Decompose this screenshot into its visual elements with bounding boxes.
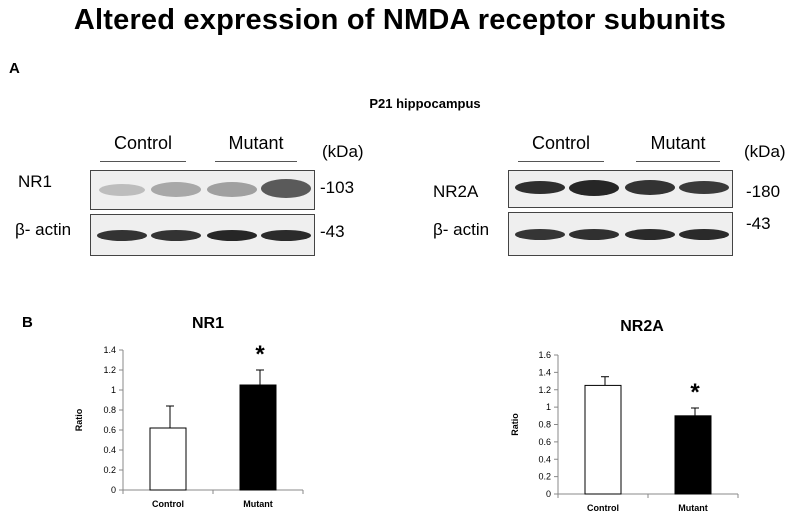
nr1-actin-blot-image — [90, 214, 315, 256]
nr2a-actin-band-1 — [515, 229, 565, 240]
right-blot-actin-marker: -43 — [746, 214, 771, 233]
left-blot-nr1-label: NR1 — [18, 172, 53, 191]
nr1-actin-band-3 — [207, 230, 257, 241]
nr1-y-tick-label: 1 — [111, 385, 116, 395]
right-blot-kda-unit: (kDa) — [744, 142, 786, 161]
nr1-bar-control — [149, 427, 187, 491]
nr1-actin-band-4 — [261, 230, 311, 241]
nr1-y-tick-label: 0.4 — [103, 445, 116, 455]
nr1-y-tick-label: 0 — [111, 485, 116, 495]
nr2a-bar-mutant — [674, 415, 712, 495]
nr2a-y-tick-label: 1.2 — [538, 385, 551, 395]
nr2a-y-tick-label: 0 — [546, 489, 551, 499]
left-blot-actin-label: β- actin — [15, 220, 72, 239]
nr1-y-tick-label: 0.8 — [103, 405, 116, 415]
nr2a-actin-band-2 — [569, 229, 619, 240]
left-blot-kda-unit: (kDa) — [322, 142, 364, 161]
nr2a-y-tick-label: 1 — [546, 402, 551, 412]
nr1-chart-title: NR1 — [191, 315, 224, 332]
nr2a-bar-chart: 0 0.2 0.4 0.6 0.8 1 1.2 1.4 1.6 Ratio Control Mutan… — [510, 350, 739, 513]
nr1-bar-chart: 0 0.2 0.4 0.6 0.8 1 1.2 1.4 Ratio Control Mutant * — [74, 341, 304, 509]
right-blot-mutant-label: Mutant — [650, 133, 706, 153]
nr2a-band-mutant-1 — [625, 180, 675, 195]
figure-title: Altered expression of NMDA receptor subu… — [73, 4, 727, 36]
nr2a-x-tick-label: Control — [587, 503, 619, 513]
nr2a-band-mutant-2 — [679, 181, 729, 194]
nr2a-actin-blot-image — [508, 212, 733, 256]
nr1-actin-band-2 — [151, 230, 201, 241]
nr2a-x-tick-label: Mutant — [678, 503, 708, 513]
nr2a-y-tick-label: 0.4 — [538, 454, 551, 464]
left-blot-control-line — [100, 161, 186, 162]
nr2a-y-tick-label: 1.6 — [538, 350, 551, 360]
nr1-band-mutant-1 — [207, 182, 257, 197]
left-blot-mutant-label: Mutant — [228, 133, 284, 153]
panel-a-subtitle: P21 hippocampus — [369, 96, 481, 111]
nr2a-y-axis-label: Ratio — [510, 413, 520, 436]
nr2a-blot-image — [508, 170, 733, 208]
nr1-x-tick-label: Mutant — [243, 499, 273, 509]
nr1-blot-image — [90, 170, 315, 210]
panel-a-letter: A — [9, 60, 20, 77]
left-blot-mutant-line — [215, 161, 297, 162]
nr2a-bar-control — [584, 384, 622, 495]
panel-b-letter: B — [22, 314, 33, 331]
nr1-x-tick-label: Control — [152, 499, 184, 509]
nr2a-band-control-2 — [569, 180, 619, 196]
nr1-band-control-2 — [151, 182, 201, 197]
nr1-band-control-1 — [99, 184, 145, 196]
nr1-significance-asterisk: * — [255, 341, 265, 368]
nr2a-y-tick-label: 0.2 — [538, 472, 551, 482]
nr1-y-tick-label: 0.6 — [103, 425, 116, 435]
right-blot-nr2a-marker: -180 — [746, 182, 781, 201]
right-blot-mutant-line — [636, 161, 720, 162]
left-blot-control-label: Control — [113, 133, 173, 153]
left-blot-actin-marker: -43 — [320, 222, 345, 241]
nr1-y-tick-label: 1.4 — [103, 345, 116, 355]
right-blot-actin-label: β- actin — [433, 220, 490, 239]
right-blot-nr2a-label: NR2A — [433, 182, 479, 201]
nr1-bar-mutant — [239, 384, 277, 491]
nr1-y-tick-label: 1.2 — [103, 365, 116, 375]
right-blot-control-line — [518, 161, 604, 162]
nr1-band-mutant-2 — [261, 179, 311, 198]
nr2a-significance-asterisk: * — [690, 379, 700, 406]
right-blot-control-label: Control — [531, 133, 591, 153]
left-blot-nr1-marker: -103 — [320, 178, 355, 197]
nr1-y-tick-label: 0.2 — [103, 465, 116, 475]
nr2a-y-tick-label: 1.4 — [538, 367, 551, 377]
nr1-actin-band-1 — [97, 230, 147, 241]
nr2a-actin-band-4 — [679, 229, 729, 240]
nr2a-actin-band-3 — [625, 229, 675, 240]
nr1-y-axis-label: Ratio — [74, 408, 84, 431]
nr2a-chart-title: NR2A — [620, 318, 664, 335]
nr2a-y-tick-label: 0.8 — [538, 420, 551, 430]
nr2a-y-tick-label: 0.6 — [538, 437, 551, 447]
nr2a-band-control-1 — [515, 181, 565, 194]
